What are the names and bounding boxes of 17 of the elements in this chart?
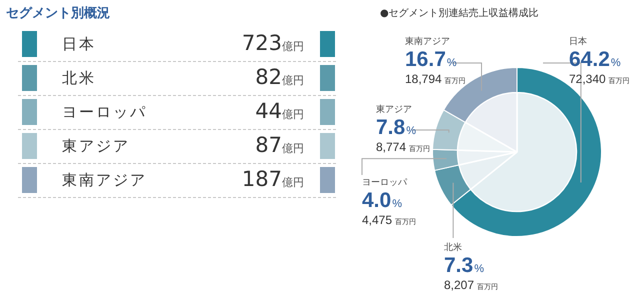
data-label: 44億円 [255,99,304,123]
chart-title: ●セグメント別連結売上収益構成比 [380,6,539,20]
category-label: 東南アジア [62,171,147,190]
text: セグメント別概況 [6,5,110,22]
data-label: 723億円 [242,31,304,55]
data-label: 87億円 [255,133,304,157]
data-label: 82億円 [255,65,304,89]
slice-label: 日本 [569,36,587,47]
category-label: 日本 [62,35,96,54]
slice-label: 東南アジア [405,36,450,47]
data-label: 187億円 [242,167,304,191]
slice-label: 東アジア [376,104,412,115]
category-label: ヨーロッパ [62,103,147,122]
slice-label: ヨーロッパ [362,178,408,188]
slice-label: 北米 [444,242,462,253]
category-label: 北米 [62,69,96,88]
category-label: 東アジア [62,137,130,156]
